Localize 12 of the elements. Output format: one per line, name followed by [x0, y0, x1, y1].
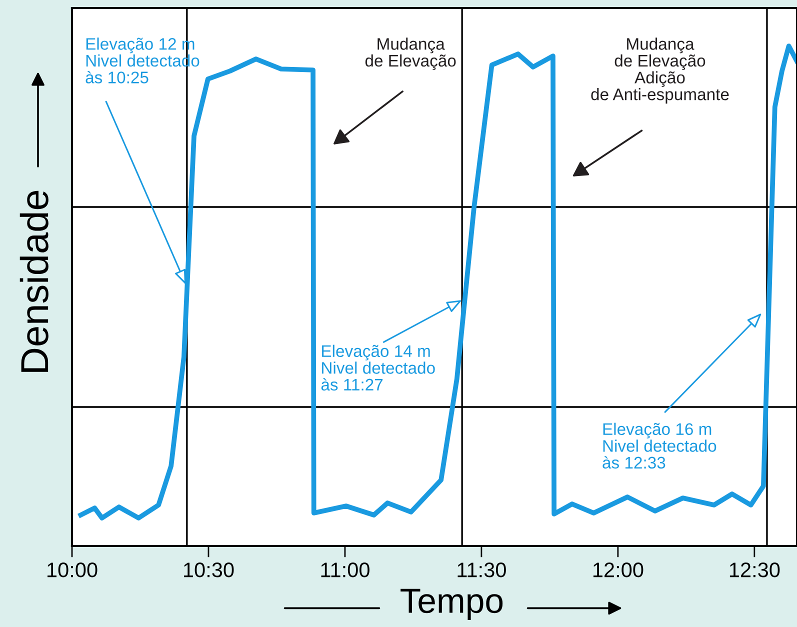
annotation: Elevação 16 m Nivel detectado às 12:33 — [602, 422, 716, 469]
annotation: Mudança de Elevação — [365, 38, 456, 70]
annotation: Elevação 14 m Nivel detectado às 11:27 — [321, 344, 435, 391]
x-tick-label: 11:00 — [321, 562, 370, 578]
x-tick-label: 10:00 — [48, 562, 98, 578]
annotation: Mudança de Elevação Adição de Anti-espumante — [591, 38, 729, 104]
y-axis-title: Densidade — [20, 190, 48, 372]
x-axis-title: Tempo — [400, 588, 503, 620]
x-tick-label: 12:00 — [593, 562, 644, 578]
x-tick-label: 12:30 — [730, 562, 780, 578]
x-tick-label: 11:30 — [458, 562, 506, 578]
x-tick-label: 10:30 — [184, 562, 234, 578]
